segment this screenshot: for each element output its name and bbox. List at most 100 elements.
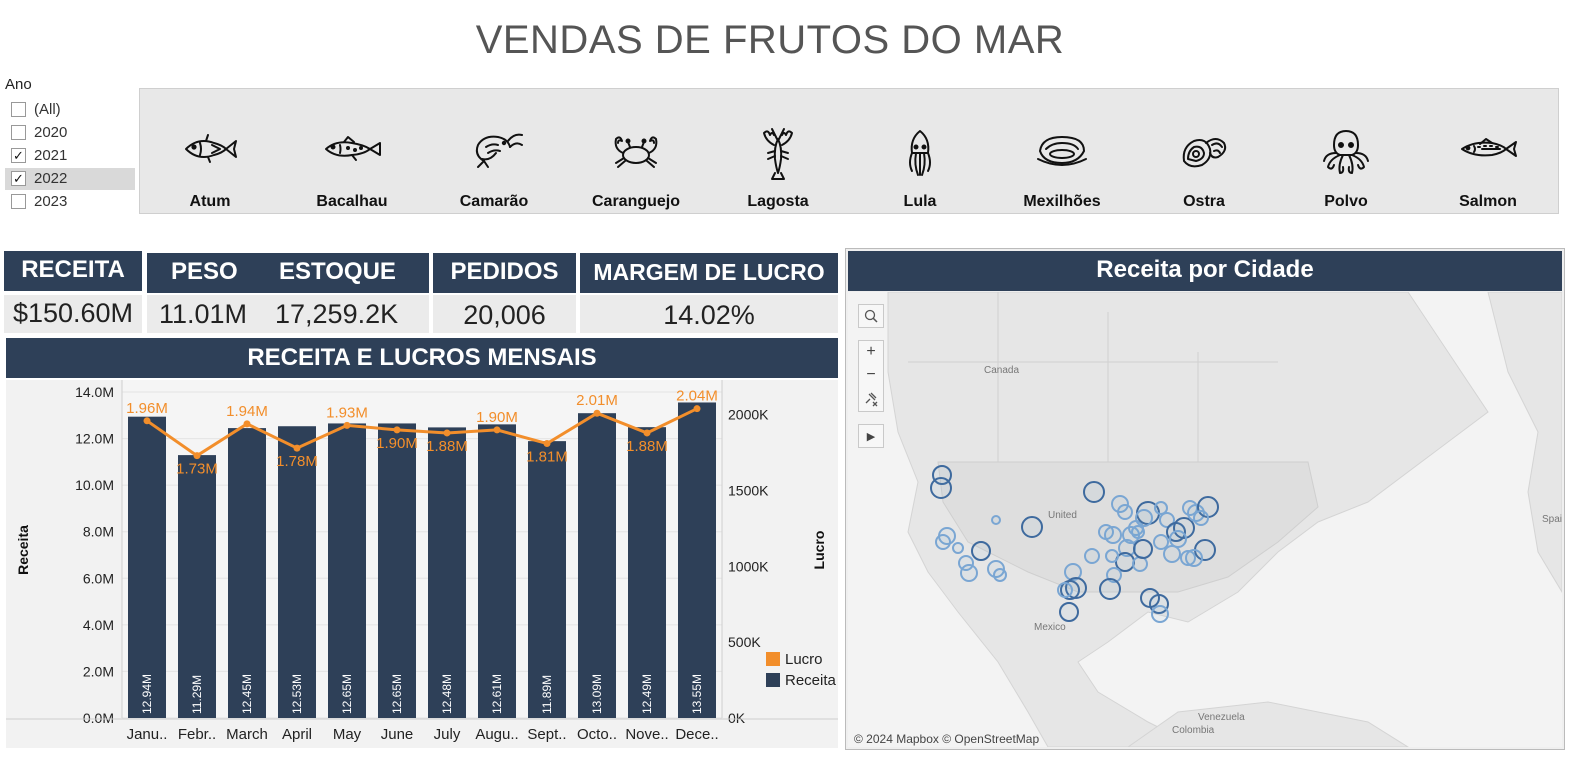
city-revenue-marker[interactable]	[1064, 563, 1082, 581]
city-revenue-marker[interactable]	[958, 555, 974, 571]
city-revenue-marker[interactable]	[1151, 605, 1169, 623]
lucro-point[interactable]	[443, 429, 451, 437]
city-revenue-marker[interactable]	[935, 534, 951, 550]
bar-receita[interactable]	[428, 427, 466, 718]
kpi-margem-value: 14.02%	[580, 295, 838, 333]
bar-receita[interactable]	[678, 402, 716, 718]
lucro-point[interactable]	[393, 426, 401, 434]
lucro-point[interactable]	[193, 452, 201, 460]
category-lula[interactable]: Lula	[849, 89, 991, 213]
lucro-point[interactable]	[643, 429, 651, 437]
category-mexilhoes[interactable]: Mexilhões	[991, 89, 1133, 213]
kpi-estoque-label: ESTOQUE	[279, 258, 396, 285]
city-revenue-marker[interactable]	[960, 564, 978, 582]
city-revenue-marker[interactable]	[1135, 509, 1153, 527]
checkbox-checked-icon[interactable]: ✓	[11, 148, 26, 163]
city-revenue-marker[interactable]	[930, 477, 952, 499]
bar-receita[interactable]	[328, 423, 366, 718]
year-filter-option-label: 2023	[34, 193, 68, 210]
year-filter-option[interactable]: ✓ 2021	[5, 145, 135, 167]
city-revenue-marker[interactable]	[1021, 516, 1043, 538]
city-revenue-marker[interactable]	[1163, 545, 1181, 563]
city-revenue-marker[interactable]	[1173, 517, 1195, 539]
checkbox-checked-icon[interactable]: ✓	[11, 171, 26, 186]
lucro-point[interactable]	[293, 444, 301, 452]
map-canvas[interactable]	[848, 292, 1562, 747]
city-revenue-marker[interactable]	[1169, 530, 1187, 548]
year-filter-option[interactable]: (All)	[5, 99, 135, 121]
category-atum[interactable]: Atum	[139, 89, 281, 213]
city-revenue-marker[interactable]	[1131, 525, 1145, 539]
lucro-point[interactable]	[693, 405, 701, 413]
city-revenue-marker[interactable]	[1117, 504, 1133, 520]
city-revenue-marker[interactable]	[1057, 582, 1073, 598]
city-revenue-marker[interactable]	[991, 515, 1001, 525]
year-filter-option-label: 2022	[34, 170, 68, 187]
year-filter-option[interactable]: 2020	[5, 122, 135, 144]
city-revenue-marker[interactable]	[952, 542, 964, 554]
map-search-button[interactable]	[858, 304, 884, 328]
lucro-data-label: 1.96M	[126, 400, 168, 417]
category-lagosta[interactable]: Lagosta	[707, 89, 849, 213]
lucro-point[interactable]	[143, 417, 151, 425]
bar-receita[interactable]	[378, 423, 416, 718]
year-filter-option[interactable]: ✓ 2022	[5, 168, 135, 190]
city-revenue-marker[interactable]	[1105, 549, 1119, 563]
bar-receita[interactable]	[628, 427, 666, 718]
city-revenue-marker[interactable]	[987, 560, 1005, 578]
category-salmon[interactable]: Salmon	[1417, 89, 1559, 213]
bar-receita[interactable]	[278, 426, 316, 718]
bar-data-label: 12.61M	[490, 674, 504, 714]
map-expand-toolbar-button[interactable]: ▶	[858, 424, 884, 448]
checkbox-icon[interactable]	[11, 194, 26, 209]
map-zoom-out-button[interactable]: −	[858, 364, 884, 388]
y2-tick-label: 0K	[728, 710, 746, 726]
map-attribution: © 2024 Mapbox © OpenStreetMap	[854, 732, 1040, 746]
bar-receita[interactable]	[578, 413, 616, 718]
city-revenue-marker[interactable]	[1140, 588, 1160, 608]
category-ostra[interactable]: Ostra	[1133, 89, 1275, 213]
city-revenue-marker[interactable]	[1133, 539, 1153, 559]
bar-receita[interactable]	[478, 424, 516, 718]
checkbox-icon[interactable]	[11, 125, 26, 140]
city-revenue-marker[interactable]	[1153, 534, 1169, 550]
city-revenue-marker[interactable]	[1084, 548, 1100, 564]
city-revenue-map[interactable]: Canada United Mexico Venezuela Colombia …	[848, 292, 1562, 747]
city-revenue-marker[interactable]	[1154, 501, 1168, 515]
city-revenue-marker[interactable]	[1083, 481, 1105, 503]
city-revenue-marker[interactable]	[1185, 549, 1203, 567]
bar-receita[interactable]	[228, 428, 266, 718]
lucro-point[interactable]	[343, 421, 351, 429]
city-revenue-marker[interactable]	[1132, 556, 1148, 572]
lucro-point[interactable]	[243, 420, 251, 428]
city-revenue-marker[interactable]	[1111, 495, 1129, 513]
category-label: Lula	[903, 193, 937, 210]
city-revenue-marker[interactable]	[1104, 526, 1122, 544]
lucro-point[interactable]	[493, 426, 501, 434]
bar-receita[interactable]	[528, 441, 566, 718]
category-polvo[interactable]: Polvo	[1275, 89, 1417, 213]
monthly-revenue-profit-chart[interactable]: 0.0M 2.0M 4.0M 6.0M 8.0M 10.0M 12.0M 14.0M 0K 500…	[6, 380, 838, 748]
lucro-point[interactable]	[593, 409, 601, 417]
city-revenue-marker[interactable]	[1059, 602, 1079, 622]
city-revenue-marker[interactable]	[993, 568, 1007, 582]
bar-data-label: 13.09M	[590, 674, 604, 714]
lucro-line	[146, 407, 698, 458]
checkbox-icon[interactable]	[11, 102, 26, 117]
year-filter-option[interactable]: 2023	[5, 191, 135, 213]
map-reset-pin-button[interactable]	[858, 388, 884, 412]
chart-canvas[interactable]: 0.0M 2.0M 4.0M 6.0M 8.0M 10.0M 12.0M 14.0M 0K 500…	[6, 380, 838, 748]
city-revenue-marker[interactable]	[1159, 512, 1175, 528]
lucro-point[interactable]	[543, 440, 551, 448]
category-bacalhau[interactable]: Bacalhau	[281, 89, 423, 213]
category-caranguejo[interactable]: Caranguejo	[565, 89, 707, 213]
map-zoom-in-button[interactable]: +	[858, 340, 884, 364]
city-revenue-marker[interactable]	[1180, 550, 1196, 566]
city-revenue-marker[interactable]	[971, 541, 991, 561]
bar-receita[interactable]	[178, 455, 216, 718]
bar-receita[interactable]	[128, 416, 166, 718]
mussel-icon	[1037, 136, 1087, 166]
city-revenue-marker[interactable]	[1193, 510, 1209, 526]
city-revenue-marker[interactable]	[1099, 578, 1121, 600]
category-camarao[interactable]: Camarão	[423, 89, 565, 213]
